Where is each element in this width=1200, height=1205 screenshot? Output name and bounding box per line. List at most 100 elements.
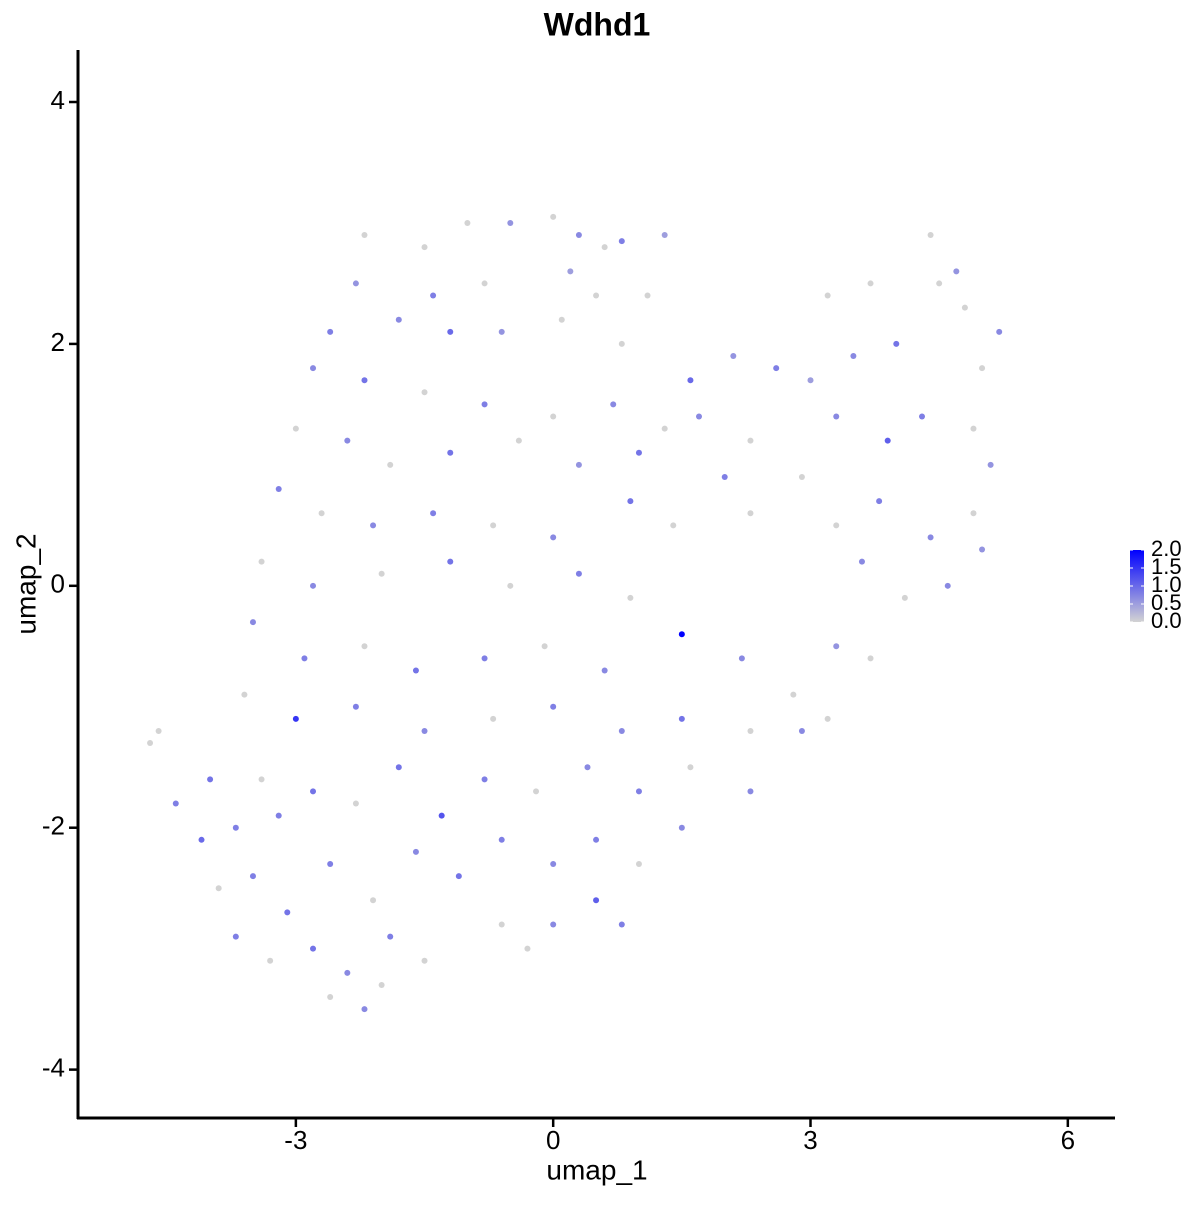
point bbox=[970, 510, 977, 517]
point bbox=[927, 534, 934, 541]
point bbox=[412, 848, 419, 855]
point bbox=[575, 570, 582, 577]
point bbox=[275, 812, 282, 819]
point bbox=[833, 643, 840, 650]
point bbox=[593, 292, 600, 299]
point bbox=[919, 413, 926, 420]
point bbox=[721, 473, 728, 480]
point bbox=[747, 727, 754, 734]
point bbox=[267, 957, 274, 964]
point bbox=[412, 667, 419, 674]
point bbox=[327, 328, 334, 335]
point bbox=[927, 232, 934, 239]
y-tick-label: 0 bbox=[51, 569, 65, 599]
point bbox=[610, 401, 617, 408]
point bbox=[361, 1006, 368, 1013]
point bbox=[301, 655, 308, 662]
point bbox=[361, 232, 368, 239]
point bbox=[833, 413, 840, 420]
point bbox=[421, 727, 428, 734]
point bbox=[558, 316, 565, 323]
point bbox=[593, 897, 600, 904]
point bbox=[550, 703, 557, 710]
point bbox=[695, 413, 702, 420]
point bbox=[447, 558, 454, 565]
point bbox=[378, 981, 385, 988]
point bbox=[533, 788, 540, 795]
point bbox=[893, 340, 900, 347]
point bbox=[944, 582, 951, 589]
point bbox=[310, 788, 317, 795]
y-tick-label: 4 bbox=[51, 85, 65, 115]
point bbox=[310, 365, 317, 372]
point bbox=[215, 885, 222, 892]
point bbox=[601, 244, 608, 251]
point bbox=[395, 764, 402, 771]
x-tick-label: 0 bbox=[546, 1125, 560, 1155]
point bbox=[550, 213, 557, 220]
point bbox=[232, 933, 239, 940]
point bbox=[661, 232, 668, 239]
point bbox=[481, 776, 488, 783]
colorbar-label: 1.5 bbox=[1151, 554, 1182, 579]
colorbar-label: 2.0 bbox=[1151, 536, 1182, 561]
point bbox=[850, 353, 857, 360]
point bbox=[327, 861, 334, 868]
point bbox=[618, 921, 625, 928]
point bbox=[370, 897, 377, 904]
point bbox=[738, 655, 745, 662]
point bbox=[678, 824, 685, 831]
point bbox=[515, 437, 522, 444]
point bbox=[207, 776, 214, 783]
point bbox=[498, 921, 505, 928]
x-axis-title: umap_1 bbox=[546, 1154, 647, 1185]
point bbox=[644, 292, 651, 299]
point bbox=[387, 933, 394, 940]
point bbox=[730, 353, 737, 360]
point bbox=[421, 957, 428, 964]
point bbox=[147, 740, 154, 747]
point bbox=[258, 776, 265, 783]
point bbox=[601, 667, 608, 674]
point bbox=[936, 280, 943, 287]
point bbox=[979, 365, 986, 372]
point bbox=[876, 498, 883, 505]
point bbox=[807, 377, 814, 384]
point bbox=[498, 836, 505, 843]
colorbar bbox=[1130, 550, 1144, 622]
point bbox=[361, 377, 368, 384]
point bbox=[961, 304, 968, 311]
point bbox=[678, 715, 685, 722]
x-tick-label: -3 bbox=[284, 1125, 307, 1155]
point bbox=[387, 461, 394, 468]
point bbox=[361, 643, 368, 650]
point bbox=[575, 232, 582, 239]
point bbox=[318, 510, 325, 517]
point bbox=[275, 486, 282, 493]
point bbox=[550, 861, 557, 868]
point bbox=[567, 268, 574, 275]
point bbox=[447, 328, 454, 335]
point bbox=[635, 788, 642, 795]
point bbox=[310, 582, 317, 589]
point bbox=[258, 558, 265, 565]
point bbox=[584, 764, 591, 771]
point bbox=[352, 800, 359, 807]
point bbox=[953, 268, 960, 275]
chart-title: Wdhd1 bbox=[544, 6, 651, 42]
point bbox=[155, 727, 162, 734]
point bbox=[455, 873, 462, 880]
point bbox=[824, 292, 831, 299]
point bbox=[979, 546, 986, 553]
y-axis-title: umap_2 bbox=[10, 533, 41, 634]
point bbox=[550, 413, 557, 420]
point bbox=[687, 764, 694, 771]
colorbar-label: 0.5 bbox=[1151, 590, 1182, 615]
colorbar-label: 1.0 bbox=[1151, 572, 1182, 597]
point bbox=[344, 969, 351, 976]
point bbox=[481, 280, 488, 287]
y-tick-label: -4 bbox=[42, 1052, 65, 1082]
point bbox=[421, 244, 428, 251]
point bbox=[352, 703, 359, 710]
